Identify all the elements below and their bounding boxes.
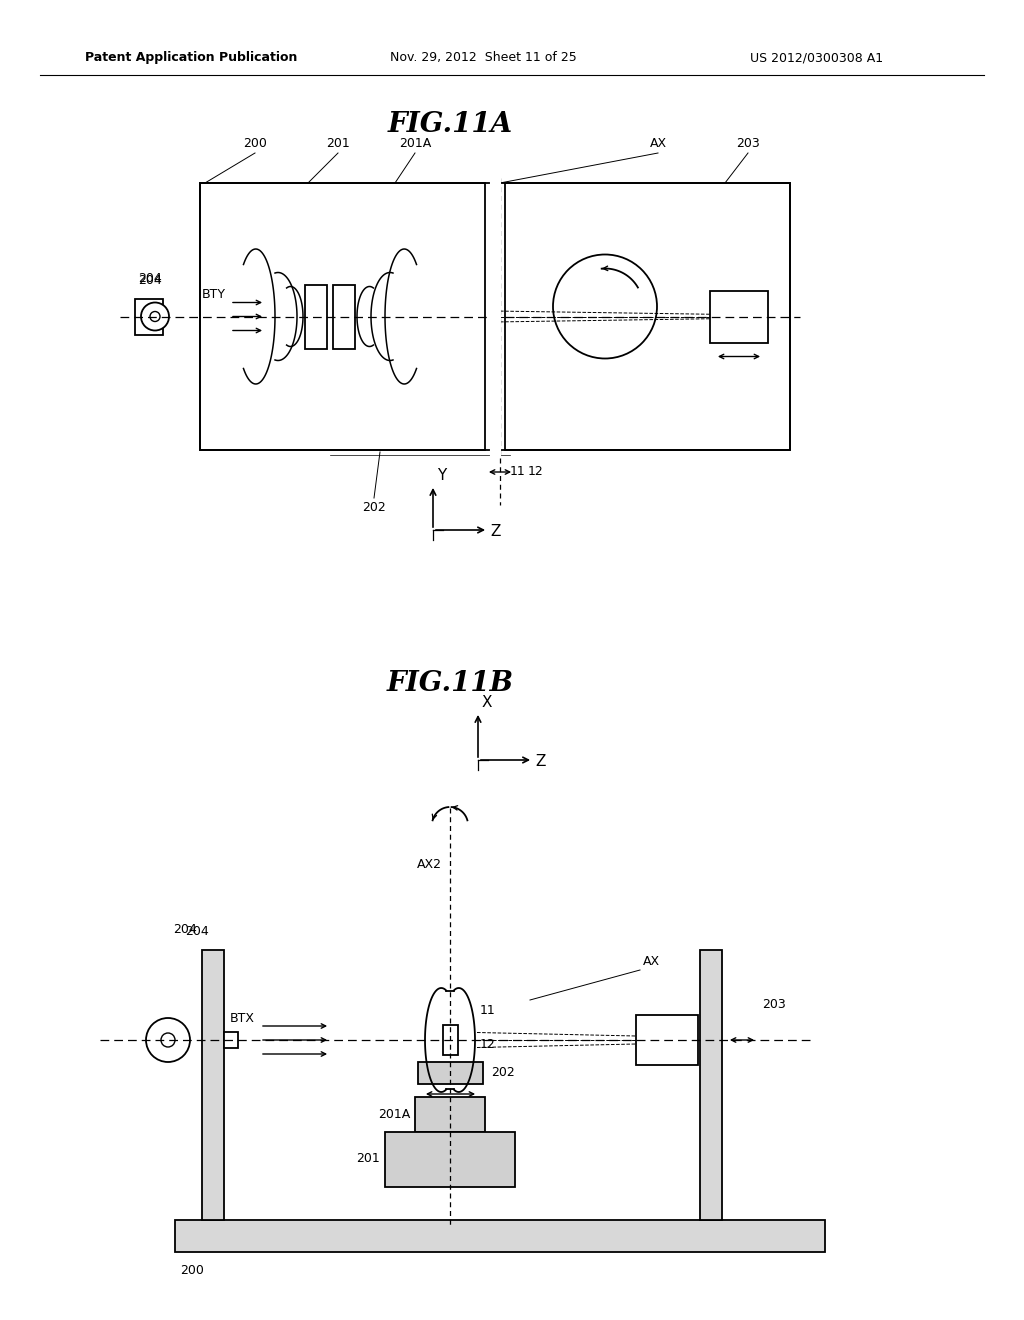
Text: X: X bbox=[482, 696, 493, 710]
Text: AX2: AX2 bbox=[417, 858, 442, 871]
Text: 200: 200 bbox=[180, 1265, 204, 1276]
Text: 203: 203 bbox=[762, 998, 785, 1011]
Bar bbox=[415, 1097, 485, 1133]
Text: 201A: 201A bbox=[378, 1107, 410, 1121]
Text: 201A: 201A bbox=[399, 137, 431, 150]
Bar bbox=[418, 1063, 483, 1084]
Bar bbox=[200, 183, 485, 450]
Text: BTX: BTX bbox=[230, 1011, 255, 1024]
Bar bbox=[135, 298, 163, 334]
Bar bbox=[710, 290, 768, 342]
Text: FIG.11B: FIG.11B bbox=[386, 671, 514, 697]
Text: 202: 202 bbox=[490, 1067, 515, 1080]
Bar bbox=[700, 950, 722, 1220]
Text: BTY: BTY bbox=[202, 288, 226, 301]
Text: 204: 204 bbox=[173, 923, 197, 936]
Bar bbox=[385, 1133, 515, 1187]
Text: 201: 201 bbox=[326, 137, 350, 150]
Circle shape bbox=[146, 1018, 190, 1063]
Text: FIG.11A: FIG.11A bbox=[387, 111, 513, 139]
Text: 201: 201 bbox=[356, 1152, 380, 1166]
Text: Z: Z bbox=[490, 524, 501, 540]
Bar bbox=[305, 285, 327, 348]
Text: 204: 204 bbox=[138, 272, 162, 285]
Bar bbox=[200, 183, 790, 450]
Text: 200: 200 bbox=[243, 137, 267, 150]
Bar bbox=[505, 183, 790, 450]
Text: Nov. 29, 2012  Sheet 11 of 25: Nov. 29, 2012 Sheet 11 of 25 bbox=[390, 51, 577, 65]
Text: 11: 11 bbox=[480, 1003, 496, 1016]
Bar bbox=[202, 950, 224, 1220]
Text: AX: AX bbox=[643, 954, 660, 968]
Text: 12: 12 bbox=[480, 1039, 496, 1052]
Bar bbox=[224, 1032, 238, 1048]
Bar bbox=[443, 1026, 458, 1055]
Text: 204: 204 bbox=[138, 273, 162, 286]
Text: 204: 204 bbox=[185, 925, 209, 939]
Text: Z: Z bbox=[535, 755, 546, 770]
Text: 203: 203 bbox=[736, 137, 760, 150]
Text: US 2012/0300308 A1: US 2012/0300308 A1 bbox=[750, 51, 883, 65]
Bar bbox=[175, 1220, 825, 1251]
Text: 12: 12 bbox=[528, 465, 544, 478]
Bar bbox=[333, 285, 355, 348]
Text: AX: AX bbox=[649, 137, 667, 150]
Bar bbox=[636, 1015, 698, 1065]
Text: 202: 202 bbox=[362, 502, 386, 513]
Text: 11: 11 bbox=[510, 465, 525, 478]
Text: Patent Application Publication: Patent Application Publication bbox=[85, 51, 297, 65]
Text: Y: Y bbox=[437, 469, 446, 483]
Circle shape bbox=[141, 302, 169, 330]
